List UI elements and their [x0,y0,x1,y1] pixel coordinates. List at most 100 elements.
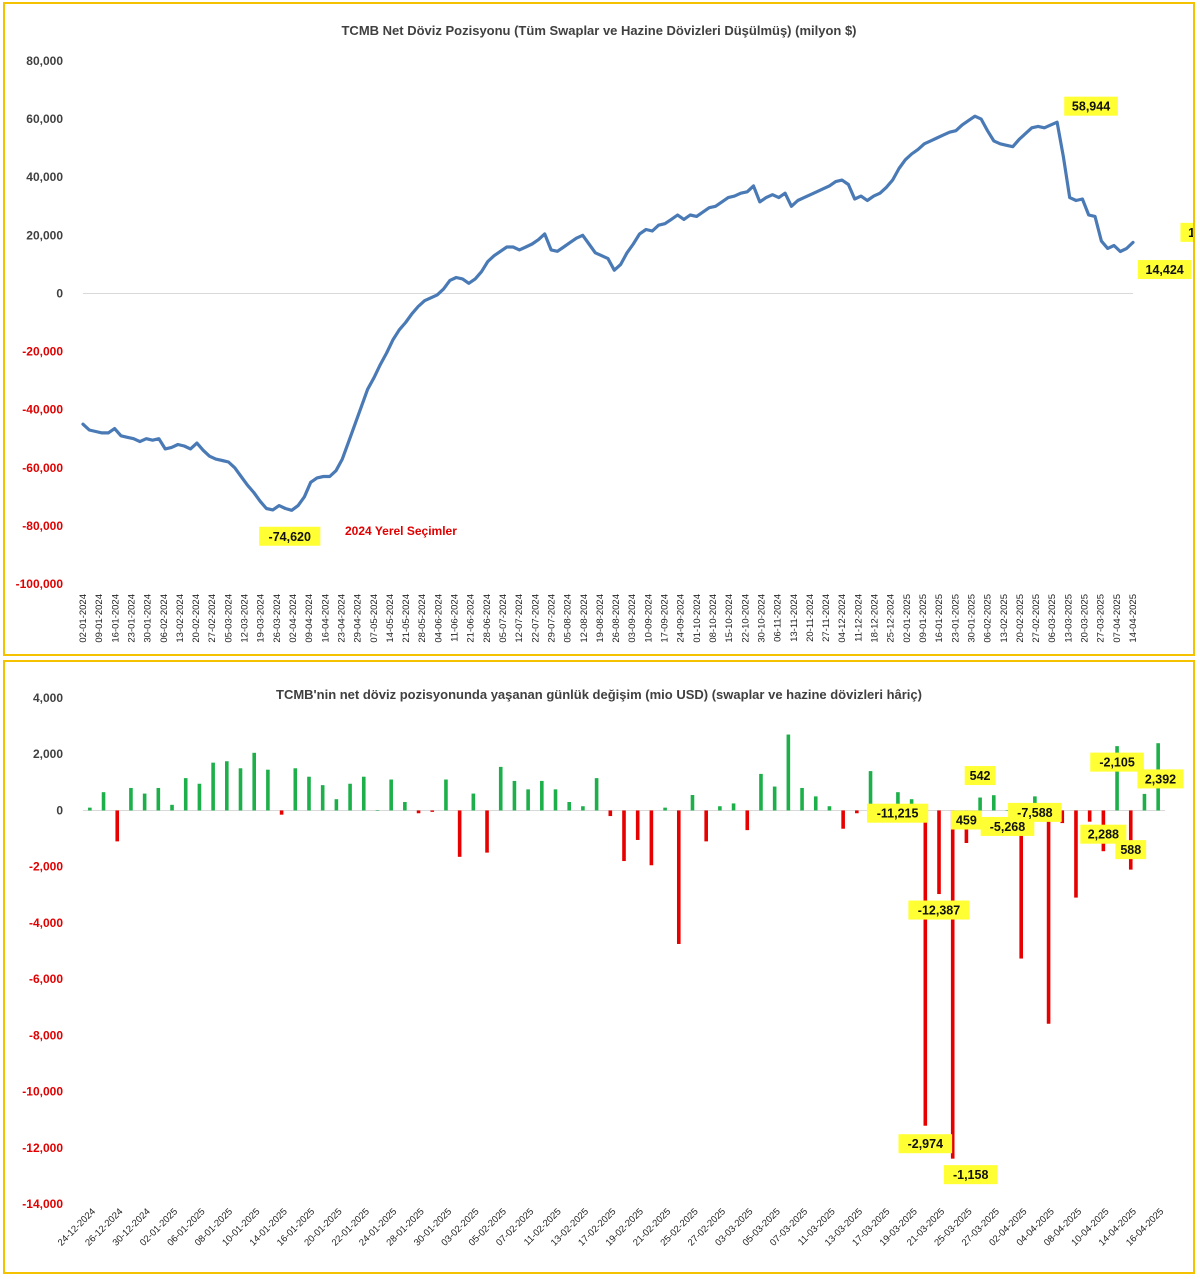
data-label: -5,268 [990,820,1025,834]
bar [430,810,435,812]
x-tick-label: 25-12-2024 [886,594,897,643]
chart-title: TCMB Net Döviz Pozisyonu (Tüm Swaplar ve… [341,23,856,38]
bar [498,766,503,811]
x-tick-label: 21-06-2024 [466,594,477,643]
bar [663,807,667,811]
x-tick-label: 09-01-2025 [918,594,929,643]
x-tick-label: 02-01-2024 [78,594,89,643]
data-label: -74,620 [269,530,311,544]
bar [622,810,626,862]
bar [416,810,421,814]
y-tick-label: -100,000 [16,577,64,591]
data-label-bg [1137,769,1184,789]
bar [238,768,243,811]
y-tick-label: -20,000 [22,345,63,359]
bar [855,810,859,814]
bar [950,810,955,1159]
bar [827,806,832,811]
bar [156,787,161,811]
bar [937,810,941,895]
x-tick-label: 17-09-2024 [660,594,671,643]
bar [88,807,92,811]
bar [101,792,106,811]
data-label: 2,392 [1145,772,1176,786]
x-tick-label: 24-09-2024 [676,594,687,643]
bar [389,779,393,811]
x-tick-label: 20-02-2024 [191,594,202,643]
x-tick-label: 08-10-2024 [708,594,719,643]
election-note: 2024 Yerel Seçimler [345,524,457,538]
x-tick-label: 19-08-2024 [595,594,606,643]
bar [170,804,174,811]
bar [813,796,818,811]
x-tick-label: 05-08-2024 [563,594,574,643]
bar [704,810,708,842]
bar [759,773,763,811]
x-tick-label: 14-04-2025 [1128,594,1139,643]
bar [279,810,284,815]
x-tick-label: 03-09-2024 [627,594,638,643]
x-tick-label: 29-07-2024 [546,594,557,643]
bar [649,810,654,866]
x-tick-label: 15-10-2024 [724,594,735,643]
bar [348,783,352,811]
data-label-bg [898,1134,953,1154]
x-tick-label: 23-04-2024 [336,594,347,643]
x-tick-label: 01-10-2024 [692,594,703,643]
bar [403,802,407,811]
data-label-bg [1008,802,1062,822]
bar [923,810,928,1126]
data-label-bg [943,1165,998,1185]
bar [512,780,517,811]
y-tick-label: 80,000 [26,54,63,68]
bar [1128,810,1133,870]
x-tick-label: 19-03-2024 [256,594,267,643]
x-tick-label: 04-12-2024 [837,594,848,643]
bar [786,734,791,811]
x-tick-label: 18-12-2024 [870,594,881,643]
x-tick-label: 05-07-2024 [498,594,509,643]
x-tick-label: 30-10-2024 [756,594,767,643]
x-tick-label: 12-03-2024 [240,594,251,643]
bar [772,786,777,811]
data-label: 542 [970,769,991,783]
data-label-bg [908,900,970,920]
bar [471,793,476,811]
net-position-panel: TCMB Net Döviz Pozisyonu (Tüm Swaplar ve… [3,2,1195,656]
bar [1142,793,1147,811]
data-label-bg [951,810,982,830]
data-label: -12,387 [918,904,960,918]
y-tick-label: 0 [56,803,63,817]
bar [129,787,133,811]
x-tick-label: 27-02-2024 [207,594,218,643]
bar [1087,810,1092,822]
bar [1005,810,1010,811]
data-label-bg [867,803,929,823]
bar [567,802,572,811]
daily-change-panel: TCMB'nin net döviz pozisyonunda yaşanan … [3,660,1195,1274]
x-tick-label: 13-03-2025 [1063,594,1074,643]
bar [211,762,215,811]
bar [745,810,750,831]
x-tick-label: 28-05-2024 [417,594,428,643]
bar [307,776,311,811]
y-tick-label: -6,000 [29,972,63,986]
bar [731,803,736,811]
bar [581,806,585,811]
y-tick-label: -12,000 [22,1141,63,1155]
y-tick-label: -40,000 [22,403,63,417]
x-tick-label: 10-09-2024 [643,594,654,643]
bar [334,799,339,811]
x-tick-label: 16-01-2025 [934,594,945,643]
daily-change-bar-chart: TCMB'nin net döviz pozisyonunda yaşanan … [22,687,1184,1248]
bar [1046,810,1051,1024]
bar [800,787,804,811]
x-tick-label: 28-06-2024 [482,594,493,643]
data-label-bg [1080,824,1127,844]
bar [635,810,640,840]
y-tick-label: 0 [56,286,63,300]
y-tick-label: -60,000 [22,461,63,475]
data-label: -2,105 [1099,756,1134,770]
y-tick-label: 2,000 [33,747,63,761]
bar [183,778,188,811]
